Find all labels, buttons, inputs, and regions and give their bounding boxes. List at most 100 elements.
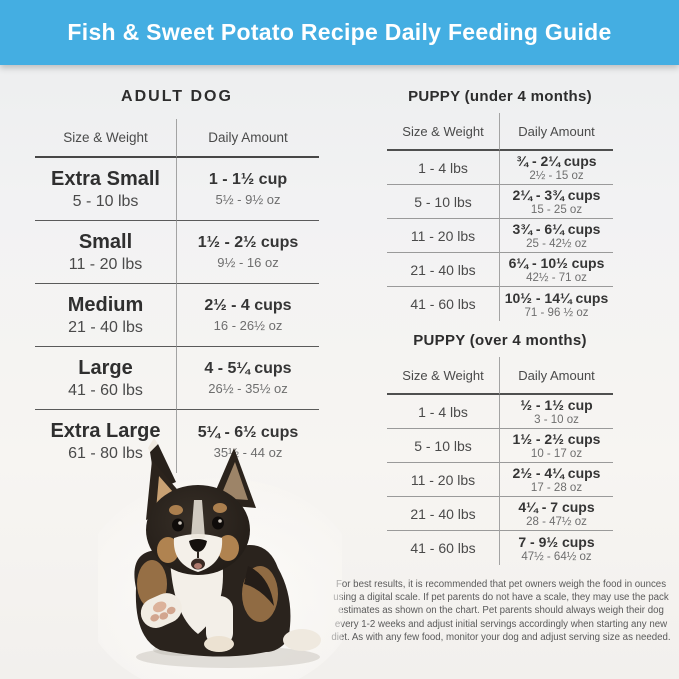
daily-amount-cell: ½ - 1½ cup 3 - 10 oz [500,395,613,429]
disclaimer-text: For best results, it is recommended that… [331,579,671,643]
table-row: 21 - 40 lbs 6¼ - 10½ cups 42½ - 71 oz [387,253,613,287]
oz-range: 9½ - 16 oz [217,255,279,270]
daily-amount-cell: 1½ - 2½ cups 10 - 17 oz [500,429,613,463]
table-row: 1 - 4 lbs ½ - 1½ cup 3 - 10 oz [387,395,613,429]
right-eye [212,516,224,530]
toe-pad [166,606,176,615]
daily-amount-cell: ¾ - 2¼ cups 2½ - 15 oz [500,151,613,185]
weight-range: 5 - 10 lbs [414,193,472,210]
cups-range: 1½ - 2½ cups [197,234,299,251]
toe-pad [150,614,160,622]
right-cheek [217,535,239,561]
size-weight-cell: Extra Large 61 - 80 lbs [35,410,177,473]
tail-tip [148,438,158,452]
cups-range: 5¼ - 6½ cups [197,423,299,441]
table-row: 5 - 10 lbs 1½ - 2½ cups 10 - 17 oz [387,429,613,463]
table-row: Small 11 - 20 lbs 1½ - 2½ cups 9½ - 16 o… [35,221,319,284]
column-header-size-weight: Size & Weight [387,357,500,395]
table-row: 21 - 40 lbs 4¼ - 7 cups 28 - 47½ oz [387,497,613,531]
puppy-over-4-table: PUPPY (over 4 months) Size & Weight Dail… [387,332,613,565]
cups-range: ¾ - 2¼ cups [516,153,597,169]
table-row: 1 - 4 lbs ¾ - 2¼ cups 2½ - 15 oz [387,151,613,185]
daily-amount-cell: 2½ - 4 cups 16 - 26½ oz [177,284,319,347]
size-weight-cell: 11 - 20 lbs [387,463,500,497]
right-eyebrow [213,503,227,513]
table-row: 41 - 60 lbs 10½ - 14¼ cups 71 - 96 ½ oz [387,287,613,321]
daily-amount-cell: 6¼ - 10½ cups 42½ - 71 oz [500,253,613,287]
size-weight-cell: 1 - 4 lbs [387,395,500,429]
cups-range: 4¼ - 7 cups [518,499,595,515]
left-eye-shine [178,521,182,525]
right-ear-inner [220,462,248,500]
raised-paw [140,593,182,628]
weight-range: 21 - 40 lbs [68,318,143,336]
tongue [194,563,202,569]
size-weight-cell: 5 - 10 lbs [387,185,500,219]
oz-range: 42½ - 71 oz [526,272,587,284]
table-row: Extra Large 61 - 80 lbs 5¼ - 6½ cups 35½… [35,410,319,473]
oz-range: 16 - 26½ oz [213,318,283,333]
size-weight-cell: 11 - 20 lbs [387,219,500,253]
daily-amount-cell: 7 - 9½ cups 47½ - 64½ oz [500,531,613,565]
cups-range: 2½ - 4¼ cups [512,465,601,481]
corgi-puppy-photo [98,438,342,679]
size-weight-cell: 41 - 60 lbs [387,531,500,565]
right-eye-shine [218,519,222,523]
cups-range: 1½ - 2½ cups [512,431,601,447]
size-weight-cell: 21 - 40 lbs [387,253,500,287]
puppy-under-4-grid: Size & Weight Daily Amount 1 - 4 lbs ¾ -… [387,113,613,321]
weight-range: 1 - 4 lbs [418,403,468,420]
left-eyebrow [169,505,183,515]
daily-amount-cell: 4 - 5¼ cups 26½ - 35½ oz [177,347,319,410]
oz-range: 71 - 96 ½ oz [524,306,589,319]
cups-range: 3¾ - 6¼ cups [512,221,601,237]
oz-range: 17 - 28 oz [530,482,583,494]
size-weight-cell: Large 41 - 60 lbs [35,347,177,410]
table-row: Extra Small 5 - 10 lbs 1 - 1½ cup 5½ - 9… [35,158,319,221]
oz-range: 5½ - 9½ oz [215,192,281,207]
weight-range: 5 - 10 lbs [72,192,139,210]
oz-range: 28 - 47½ oz [526,516,587,528]
weight-range: 11 - 20 lbs [68,255,143,273]
table-row: 11 - 20 lbs 3¾ - 6¼ cups 25 - 42½ oz [387,219,613,253]
weight-range: 5 - 10 lbs [414,437,472,454]
cups-range: 6¼ - 10½ cups [508,255,605,271]
size-label: Large [78,356,133,379]
weight-range: 61 - 80 lbs [68,445,143,462]
puppy-under-4-table: PUPPY (under 4 months) Size & Weight Dai… [387,88,613,321]
size-weight-cell: 41 - 60 lbs [387,287,500,321]
cups-range: ½ - 1½ cup [520,397,593,413]
daily-amount-cell: 1 - 1½ cup 5½ - 9½ oz [177,158,319,221]
weight-range: 21 - 40 lbs [410,505,476,522]
size-weight-cell: 1 - 4 lbs [387,151,500,185]
size-weight-cell: Small 11 - 20 lbs [35,221,177,284]
daily-amount-cell: 10½ - 14¼ cups 71 - 96 ½ oz [500,287,613,321]
nose [189,539,207,552]
size-weight-cell: 5 - 10 lbs [387,429,500,463]
adult-dog-title: ADULT DOG [121,88,233,105]
daily-amount-cell: 2½ - 4¼ cups 17 - 28 oz [500,463,613,497]
oz-range: 3 - 10 oz [534,414,579,426]
column-header-daily-amount: Daily Amount [177,119,319,158]
hind-paw [283,629,321,651]
cups-range: 10½ - 14¼ cups [504,289,609,306]
oz-range: 2½ - 15 oz [529,170,584,182]
size-label: Extra Large [50,420,161,442]
page-title: Fish & Sweet Potato Recipe Daily Feeding… [67,19,612,45]
size-weight-cell: 21 - 40 lbs [387,497,500,531]
weight-range: 1 - 4 lbs [418,159,468,176]
weight-range: 11 - 20 lbs [410,471,476,488]
adult-dog-grid: Size & Weight Daily Amount Extra Small 5… [35,119,319,473]
adult-dog-table: ADULT DOG Size & Weight Daily Amount Ext… [35,88,319,473]
daily-amount-cell: 2¼ - 3¾ cups 15 - 25 oz [500,185,613,219]
weight-range: 41 - 60 lbs [68,381,143,399]
cups-range: 4 - 5¼ cups [204,360,292,377]
table-row: Medium 21 - 40 lbs 2½ - 4 cups 16 - 26½ … [35,284,319,347]
weight-range: 21 - 40 lbs [410,261,476,278]
daily-amount-cell: 1½ - 2½ cups 9½ - 16 oz [177,221,319,284]
puppy-over-4-grid: Size & Weight Daily Amount 1 - 4 lbs ½ -… [387,357,613,565]
puppy-over-4-title: PUPPY (over 4 months) [413,332,587,349]
oz-range: 26½ - 35½ oz [208,381,288,396]
oz-range: 47½ - 64½ oz [521,550,592,563]
